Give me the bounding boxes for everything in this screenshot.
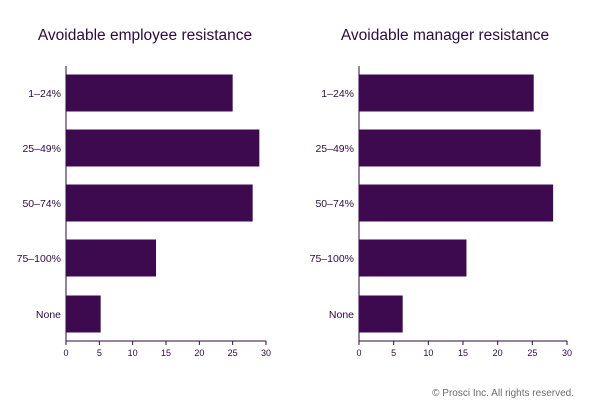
bar	[359, 184, 554, 222]
bar	[66, 129, 260, 167]
bar	[66, 239, 156, 277]
bar	[359, 129, 541, 167]
category-label: 25–49%	[315, 143, 354, 155]
bar	[359, 239, 467, 277]
chart-title: Avoidable manager resistance	[341, 27, 549, 44]
category-label: 75–100%	[17, 253, 61, 265]
x-tick-label: 10	[128, 348, 138, 358]
x-tick-label: 10	[423, 348, 433, 358]
x-tick-label: 0	[63, 348, 68, 358]
x-tick-label: 30	[562, 348, 572, 358]
bar	[66, 74, 233, 112]
category-label: 50–74%	[315, 198, 354, 210]
x-tick-label: 20	[194, 348, 204, 358]
bar	[66, 184, 253, 222]
bar	[66, 295, 101, 333]
x-tick-label: 5	[97, 348, 102, 358]
bar	[359, 295, 403, 333]
x-tick-label: 20	[493, 348, 503, 358]
x-tick-label: 5	[391, 348, 396, 358]
chart-title: Avoidable employee resistance	[38, 27, 252, 44]
category-label: None	[329, 309, 354, 321]
category-label: 25–49%	[22, 143, 61, 155]
category-label: 75–100%	[310, 253, 354, 265]
x-tick-label: 15	[161, 348, 171, 358]
x-tick-label: 15	[458, 348, 468, 358]
category-label: 50–74%	[22, 198, 61, 210]
x-tick-label: 30	[261, 348, 271, 358]
category-label: 1–24%	[28, 88, 61, 100]
manager-resistance-chart: Avoidable manager resistance 1–24% 25–49%…	[310, 27, 572, 358]
category-label: 1–24%	[321, 88, 354, 100]
x-tick-label: 25	[527, 348, 537, 358]
employee-resistance-chart: Avoidable employee resistance 1–24% 25–49…	[17, 27, 271, 358]
category-label: None	[36, 309, 61, 321]
bar	[359, 74, 534, 112]
copyright-notice: © Prosci Inc. All rights reserved.	[432, 388, 574, 399]
x-tick-label: 25	[228, 348, 238, 358]
x-tick-label: 0	[356, 348, 361, 358]
